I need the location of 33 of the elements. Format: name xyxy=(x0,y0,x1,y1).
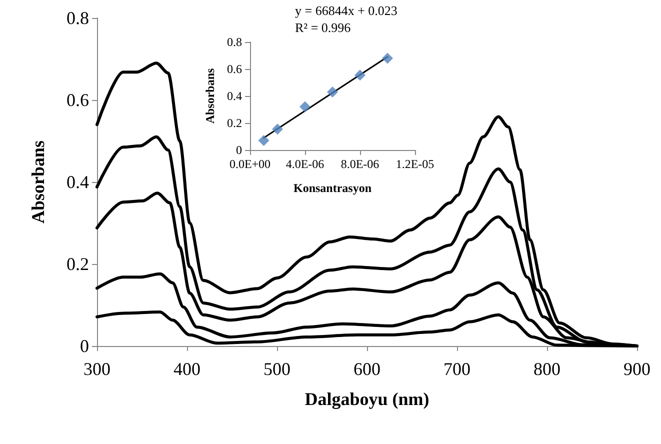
x-tick-label: 800 xyxy=(534,359,560,379)
text: y = 66844x + 0.023 xyxy=(294,3,398,18)
annotation: R² = 0.996 xyxy=(294,20,352,35)
y-tick-label: 0.2 xyxy=(66,254,89,274)
point xyxy=(272,124,283,135)
y-tick-label: 0.8 xyxy=(66,8,89,28)
x-tick-label: 600 xyxy=(354,359,380,379)
y-tick-label: 0.6 xyxy=(66,90,89,110)
x-tick-label: 1.2E-05 xyxy=(396,157,434,171)
point xyxy=(258,135,270,146)
y-tick-label: 0 xyxy=(236,143,242,157)
y-tick-label: 0 xyxy=(80,336,89,356)
y-axis-title: Absorbans xyxy=(28,140,48,224)
y-tick-label: 0.4 xyxy=(227,89,242,103)
y-tick-label: 0.4 xyxy=(66,172,89,192)
x-tick-label: 4.0E-06 xyxy=(286,157,324,171)
x-tick-label: 500 xyxy=(264,359,290,379)
x-tick-label: 8.0E-06 xyxy=(340,157,380,171)
y-axis-title: Absorbans xyxy=(203,68,218,124)
y-tick-label: 0.8 xyxy=(227,35,242,49)
point xyxy=(382,52,393,64)
point xyxy=(327,86,338,98)
x-tick-label: 300 xyxy=(84,359,110,379)
point xyxy=(300,101,310,112)
y-tick-label: 0.2 xyxy=(227,116,242,130)
point xyxy=(354,70,366,81)
x-axis-title: Dalgaboyu (nm) xyxy=(304,389,430,409)
x-tick-label: 400 xyxy=(174,359,200,379)
x-tick-label: 700 xyxy=(444,359,470,379)
y-tick-label: 0.6 xyxy=(227,62,242,76)
x-tick-label: 900 xyxy=(624,359,650,379)
x-axis-title: Konsantrasyon xyxy=(293,181,372,195)
x-tick-label: 0.0E+00 xyxy=(229,157,271,171)
